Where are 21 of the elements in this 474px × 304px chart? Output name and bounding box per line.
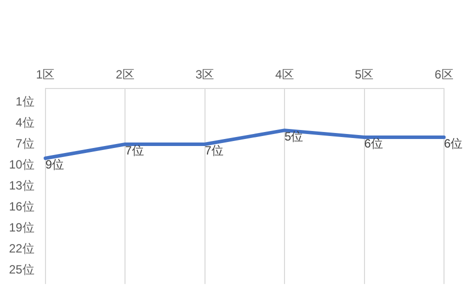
y-tick-label: 4位: [16, 116, 34, 130]
data-label: 7位: [204, 144, 224, 158]
data-label: 5位: [284, 130, 304, 144]
y-tick-label: 19位: [8, 220, 34, 234]
x-tick-label: 5区: [354, 68, 374, 82]
data-label: 9位: [45, 158, 64, 172]
data-label: 6位: [444, 136, 463, 151]
x-tick-label: 6区: [434, 68, 454, 82]
data-label: 6位: [364, 136, 383, 151]
y-tick-label: 1位: [16, 94, 34, 109]
y-tick-label: 10位: [8, 158, 34, 172]
y-tick-label: 25位: [8, 262, 34, 276]
y-tick-label: 7位: [16, 136, 34, 151]
x-tick-label: 3区: [195, 68, 214, 82]
y-tick-label: 22位: [8, 241, 34, 256]
y-tick-label: 13位: [8, 178, 34, 193]
x-tick-label: 1区: [36, 68, 55, 82]
x-tick-label: 2区: [116, 68, 134, 82]
data-label: 7位: [125, 144, 144, 158]
y-tick-label: 16位: [8, 199, 34, 214]
x-tick-label: 4区: [275, 68, 294, 82]
